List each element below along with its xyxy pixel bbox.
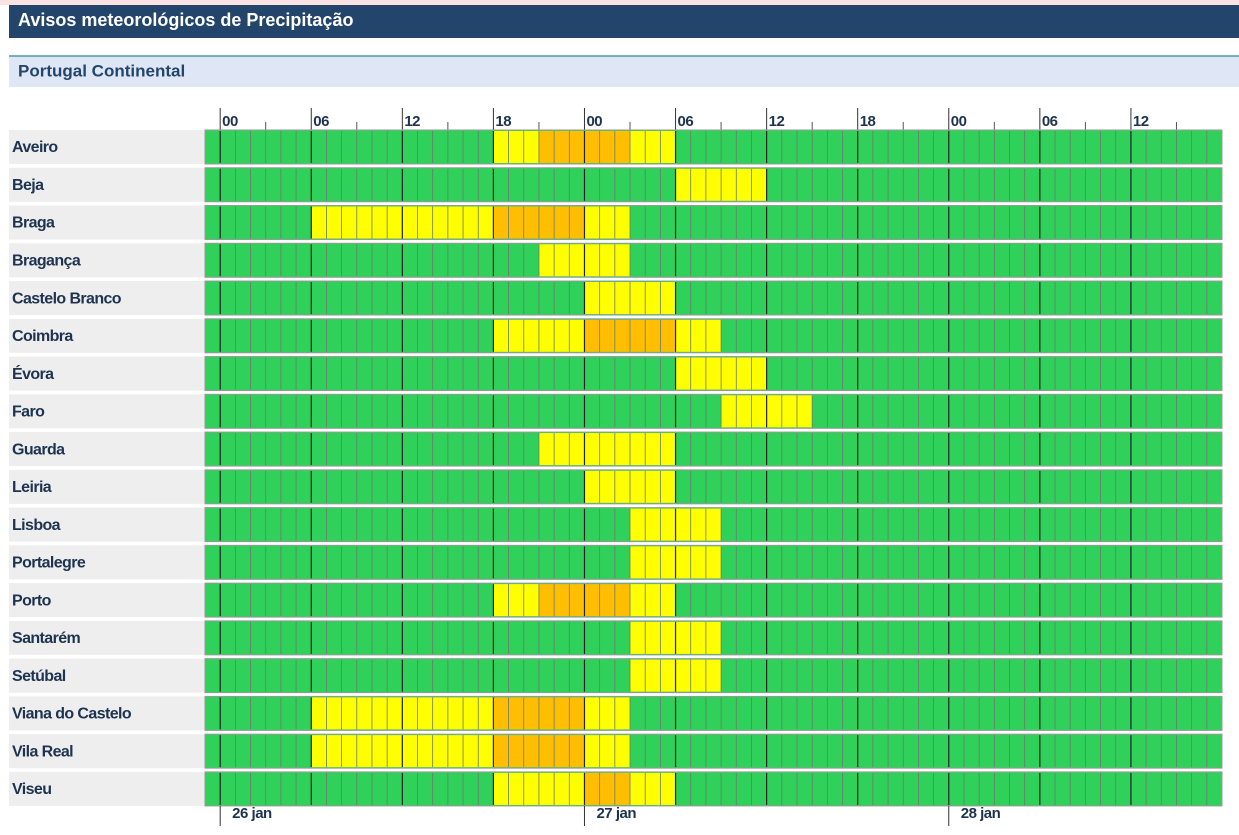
row-bg: [204, 242, 1223, 278]
hour-tick-label: 18: [860, 113, 876, 130]
district-name: Guarda: [12, 441, 65, 458]
district-name: Évora: [12, 364, 54, 383]
row-label-bg: [9, 734, 205, 769]
hour-tick-label: 18: [495, 113, 511, 130]
warning-yellow: [630, 131, 676, 163]
warning-yellow: [675, 319, 722, 352]
hour-tick-label: 00: [951, 113, 967, 130]
district-name: Aveiro: [12, 139, 58, 156]
region-bar: [9, 56, 1239, 87]
district-name: Beja: [12, 177, 44, 194]
row-label-bg: [9, 205, 205, 240]
row-label-bg: [9, 620, 205, 655]
district-name: Faro: [12, 404, 45, 421]
row-bg: [204, 582, 1223, 618]
warning-yellow: [630, 772, 676, 805]
warning-yellow: [584, 206, 631, 239]
district-name: Portalegre: [12, 555, 86, 572]
day-label: 27 jan: [596, 805, 636, 822]
row-label-bg: [9, 545, 205, 580]
district-name: Braga: [12, 215, 55, 232]
district-name: Leiria: [12, 479, 52, 496]
row-label-bg: [9, 771, 205, 806]
hour-tick-label: 06: [678, 113, 694, 130]
row-bg: [204, 393, 1223, 429]
district-name: Vila Real: [12, 743, 73, 760]
hour-tick-label: 12: [1133, 113, 1149, 130]
row-bg: [204, 129, 1223, 165]
warning-yellow: [493, 584, 539, 617]
district-name: Castelo Branco: [12, 290, 122, 307]
row-label-bg: [9, 583, 205, 618]
warning-yellow: [584, 697, 631, 730]
hour-tick-label: 06: [313, 113, 329, 130]
top-strip: [0, 0, 1239, 5]
header-bar: [9, 5, 1239, 38]
row-label-bg: [9, 318, 205, 353]
hour-tick-label: 12: [769, 113, 785, 130]
row-label-bg: [9, 658, 205, 693]
day-label: 28 jan: [961, 805, 1001, 822]
district-name: Bragança: [12, 252, 81, 269]
district-name: Viseu: [12, 781, 51, 798]
district-name: Porto: [12, 592, 52, 609]
row-label-bg: [9, 243, 205, 278]
row-bg: [204, 431, 1223, 467]
district-name: Lisboa: [12, 517, 61, 534]
hour-tick-label: 06: [1042, 113, 1058, 130]
row-label-bg: [9, 469, 205, 504]
day-label: 26 jan: [232, 805, 272, 822]
warning-yellow: [630, 584, 676, 617]
district-name: Setúbal: [12, 668, 66, 685]
region-title: Portugal Continental: [18, 61, 185, 80]
warning-orange: [584, 772, 631, 805]
row-bg: [204, 771, 1223, 807]
warning-yellow: [584, 735, 631, 768]
row-label-bg: [9, 696, 205, 731]
district-name: Viana do Castelo: [12, 706, 132, 723]
row-label-bg: [9, 356, 205, 391]
row-label-bg: [9, 507, 205, 542]
row-bg: [204, 469, 1223, 505]
row-label-bg: [9, 281, 205, 316]
hour-tick-label: 12: [404, 113, 420, 130]
row-label-bg: [9, 167, 205, 202]
warning-yellow: [493, 131, 539, 163]
page-title: Avisos meteorológicos de Precipitação: [18, 10, 353, 30]
warning-yellow: [538, 433, 676, 466]
hour-tick-label: 00: [222, 113, 238, 130]
row-bg: [204, 280, 1223, 316]
row-label-bg: [9, 432, 205, 467]
row-label-bg: [9, 394, 205, 429]
hour-tick-label: 00: [586, 113, 602, 130]
district-name: Coimbra: [12, 328, 73, 345]
row-label-bg: [9, 130, 205, 164]
district-name: Santarém: [12, 630, 80, 647]
